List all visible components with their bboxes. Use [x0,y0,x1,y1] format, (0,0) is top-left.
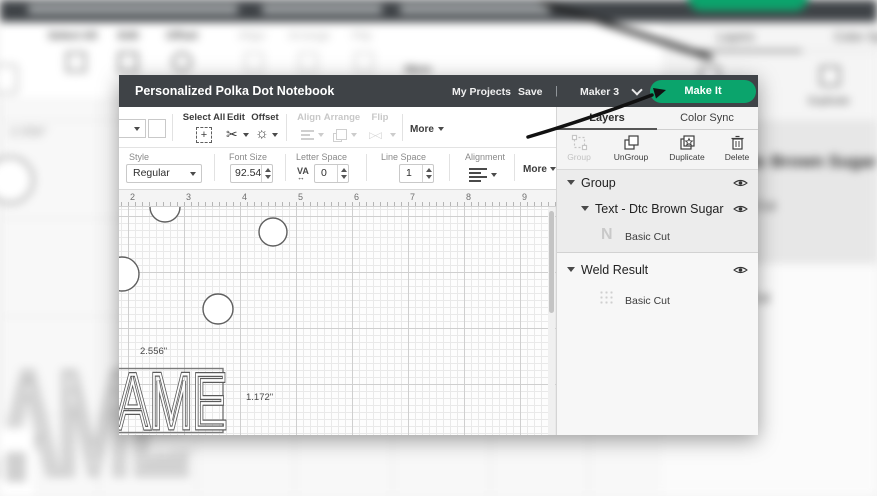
edit-caret-icon[interactable] [243,133,249,137]
app-header: Personalized Polka Dot Notebook My Proje… [119,75,758,107]
letter-space-caption: Letter Space [296,152,347,162]
text-selection[interactable]: AME AME [119,358,227,435]
bg-scrollbar [0,428,34,496]
trash-icon [729,134,746,151]
style-caption: Style [129,152,149,162]
visibility-eye-icon[interactable] [733,178,748,188]
chevron-down-icon[interactable] [631,84,642,95]
offset-label: Offset [251,112,278,123]
flip-caret-icon [390,133,396,137]
save-link[interactable]: Save [518,86,543,98]
height-measurement: 1.172" [246,392,273,403]
flip-label: Flip [372,112,389,123]
text-toolbar: Style Regular Font Size 92.54 Letter Spa… [119,148,556,190]
screenshot-stage: 2.556" 1.172" AME AME Select All Edit Of… [0,0,877,496]
color-swatch[interactable] [148,119,166,138]
layer-row-basic-cut-weld[interactable]: Basic Cut [557,283,758,313]
select-all-label: Select All [183,112,225,123]
offset-caret-icon[interactable] [272,133,278,137]
layer-actions: Group UnGroup Duplicate [557,130,758,170]
ungroup-icon [623,134,640,151]
style-select[interactable]: Regular [126,164,202,183]
font-dropdown-partial[interactable] [119,119,146,138]
more-button[interactable]: More [410,124,434,135]
machine-selector[interactable]: Maker 3 [580,86,619,98]
align-icon [301,130,314,140]
tab-layers[interactable]: Layers [557,112,657,124]
line-space-input[interactable]: 1 [399,164,434,183]
letter-space-stepper[interactable] [337,165,348,182]
align-label: Align [297,112,321,123]
duplicate-icon [679,134,696,151]
arrange-icon [333,133,342,142]
tab-color-sync[interactable]: Color Sync [657,112,757,124]
polka-dot-shape[interactable] [119,257,139,291]
layers-panel: Layers Color Sync Group [556,107,758,435]
layer-row-group[interactable]: Group [557,170,758,195]
canvas-ruler: 2 3 4 5 6 7 8 9 [119,190,556,207]
polka-dot-shape[interactable] [259,218,287,246]
canvas-scrollbar-thumb[interactable] [549,211,554,313]
flip-icon [369,130,381,141]
ungroup-button[interactable]: UnGroup [609,134,653,162]
dots-thumbnail [599,290,615,306]
select-all-icon[interactable] [196,127,212,143]
my-projects-link[interactable]: My Projects [452,86,511,98]
font-size-caption: Font Size [229,152,267,162]
group-section: Group Text - Dtc Brown Sugar N [557,170,758,252]
layer-row-weld[interactable]: Weld Result [557,257,758,283]
collapse-caret-icon[interactable] [567,180,575,185]
canvas-scrollbar[interactable] [548,207,555,435]
caret-down-icon [134,127,140,131]
width-measurement: 2.556" [140,346,167,357]
letter-space-icon [297,166,309,182]
edit-label: Edit [227,112,245,123]
scissors-icon[interactable] [226,126,238,143]
panel-tabs: Layers Color Sync [557,107,758,130]
line-space-stepper[interactable] [422,165,433,182]
app-screenshot: Personalized Polka Dot Notebook My Proje… [119,75,758,435]
layer-row-text[interactable]: Text - Dtc Brown Sugar [557,195,758,222]
style-caret-icon [190,172,196,176]
font-size-stepper[interactable] [261,165,272,182]
group-icon [571,134,588,151]
font-size-input[interactable]: 92.54 [230,164,273,183]
project-title: Personalized Polka Dot Notebook [135,84,334,98]
design-canvas[interactable]: AME AME 2 3 4 5 6 7 8 9 2.556" 1.172" [119,190,556,435]
letter-thumbnail: N [601,226,613,244]
alignment-icon[interactable] [469,168,487,181]
delete-button[interactable]: Delete [715,134,758,162]
bg-width-measure: 2.556" [10,124,47,139]
collapse-caret-icon[interactable] [581,206,589,211]
align-caret-icon [318,133,324,137]
duplicate-button[interactable]: Duplicate [665,134,709,162]
letter-space-input[interactable]: 0 [314,164,349,183]
make-it-button[interactable]: Make It [650,80,756,103]
visibility-eye-icon[interactable] [733,265,748,275]
alignment-caption: Alignment [465,152,505,162]
more-caret-icon[interactable] [438,127,444,131]
edit-toolbar: Select All Edit Offset Align Arrange Fli… [119,107,556,148]
visibility-eye-icon[interactable] [733,204,748,214]
text-more-button[interactable]: More [523,164,547,175]
arrange-caret-icon [351,133,357,137]
polka-dot-shape[interactable] [203,294,233,324]
alignment-caret-icon[interactable] [491,173,497,177]
header-divider: | [555,85,558,97]
weld-section: Weld Result Basic Cut [557,253,758,435]
collapse-caret-icon[interactable] [567,267,575,272]
selection-letters[interactable]: AME [119,358,227,435]
group-button: Group [557,134,601,162]
line-space-caption: Line Space [381,152,426,162]
layer-row-basic-cut-text[interactable]: N Basic Cut [557,222,758,252]
offset-icon[interactable] [255,125,269,142]
arrange-label: Arrange [324,112,360,123]
